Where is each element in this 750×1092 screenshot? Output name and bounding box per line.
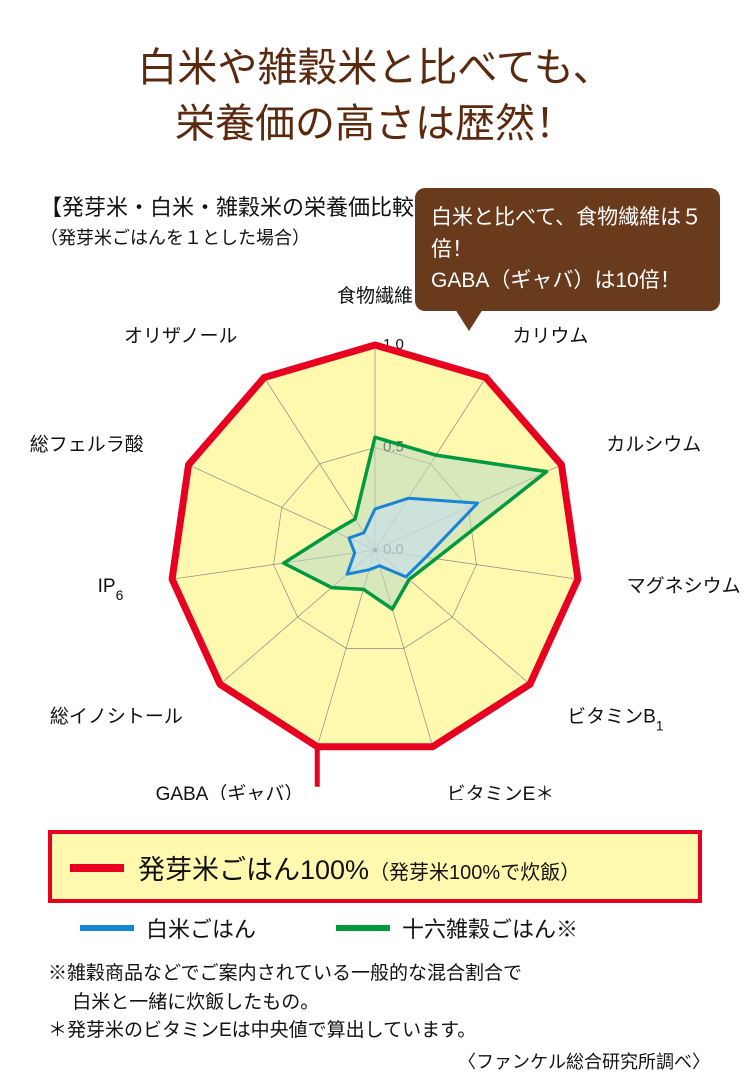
axis-label: カルシウム [606, 434, 701, 455]
footnote-1b: 白米と一緒に炊飯したもの。 [48, 989, 522, 1018]
legend-main-label: 発芽米ごはん100% [138, 855, 369, 885]
legend-main-text: 発芽米ごはん100%（発芽米100%で炊飯） [138, 848, 580, 887]
legend-green-label: 十六雑穀ごはん※ [402, 912, 578, 944]
axis-label: ビタミンE＊ [447, 783, 555, 800]
legend-swatch-green [336, 925, 390, 931]
legend-row: 白米ごはん 十六雑穀ごはん※ [80, 912, 578, 944]
axis-label: 総フェルラ酸 [30, 433, 144, 455]
subtitle-note: （発芽米ごはんを１とした場合） [40, 224, 436, 250]
legend-swatch-red [70, 864, 124, 872]
title-line1: 白米や雑穀米と比べても、 [137, 45, 612, 90]
radar-chart: 0.00.51.0食物繊維カリウムカルシウムマグネシウムビタミンB1ビタミンE＊… [0, 260, 750, 800]
legend-item-green: 十六雑穀ごはん※ [336, 912, 578, 944]
radar-svg: 0.00.51.0食物繊維カリウムカルシウムマグネシウムビタミンB1ビタミンE＊… [0, 260, 750, 800]
subtitle-block: 【発芽米・白米・雑穀米の栄養価比較】 （発芽米ごはんを１とした場合） [40, 190, 436, 250]
legend-item-blue: 白米ごはん [80, 912, 256, 944]
axis-label: ビタミンB1 [567, 705, 664, 733]
footnote-1: ※雑穀商品などでご案内されている一般的な混合割合で [48, 960, 522, 989]
title-line2: 栄養価の高さは歴然！ [175, 101, 575, 146]
legend-blue-label: 白米ごはん [146, 912, 256, 944]
axis-label: GABA（ギャバ） [156, 783, 304, 800]
axis-label: IP6 [98, 576, 124, 603]
callout-line1: 白米と比べて、食物繊維は５倍！ [431, 206, 702, 261]
axis-label: カリウム [512, 326, 588, 347]
attribution: 〈ファンケル総合研究所調べ〉 [458, 1048, 710, 1074]
footnotes: ※雑穀商品などでご案内されている一般的な混合割合で 白米と一緒に炊飯したもの。 … [48, 960, 522, 1046]
axis-label: オリザノール [124, 326, 238, 347]
legend-swatch-blue [80, 925, 134, 931]
subtitle: 【発芽米・白米・雑穀米の栄養価比較】 [40, 190, 436, 222]
footnote-2: ＊発芽米のビタミンEは中央値で算出しています。 [48, 1017, 522, 1046]
legend-main-box: 発芽米ごはん100%（発芽米100%で炊飯） [48, 830, 702, 903]
page-title: 白米や雑穀米と比べても、 栄養価の高さは歴然！ [0, 0, 750, 152]
axis-label: 総イノシトール [50, 705, 183, 727]
axis-label: 食物繊維 [337, 285, 413, 307]
legend-main-sub: （発芽米100%で炊飯） [369, 862, 580, 884]
axis-label: マグネシウム [627, 575, 741, 597]
